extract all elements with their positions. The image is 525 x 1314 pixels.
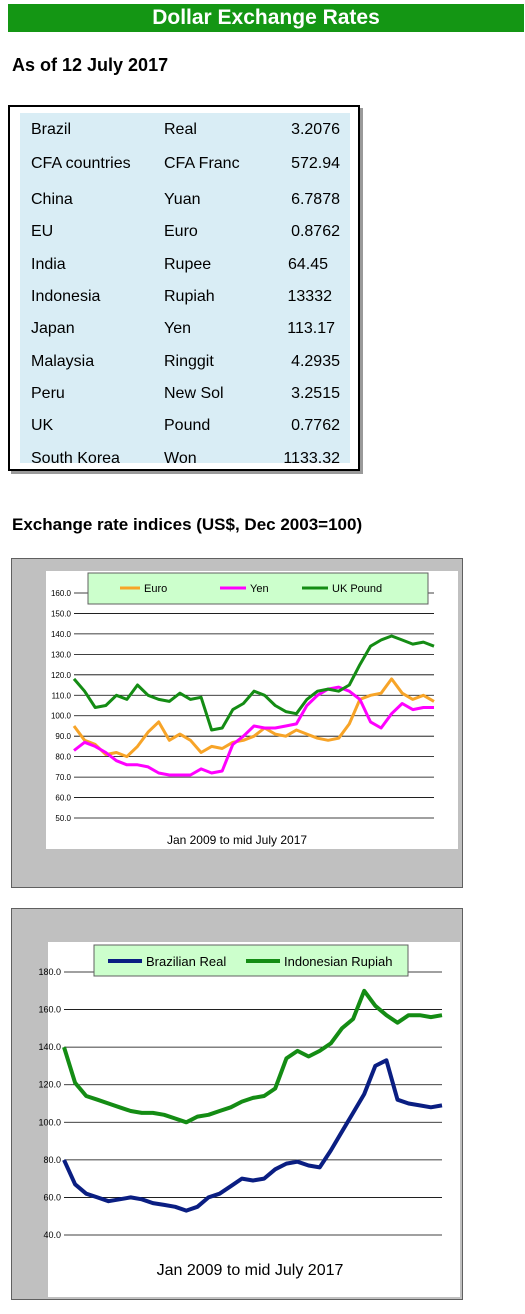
country-cell: Brazil: [31, 121, 72, 138]
country-cell: China: [31, 191, 73, 208]
y-tick-label: 140.0: [51, 630, 72, 639]
table-row: CFA countries CFA Franc 572.94: [20, 152, 350, 176]
legend-label: Indonesian Rupiah: [284, 954, 392, 969]
x-axis-label: Jan 2009 to mid July 2017: [157, 1262, 344, 1279]
table-row: EU Euro 0.8762: [20, 220, 350, 244]
y-tick-label: 150.0: [51, 609, 72, 618]
series-line-0: [62, 1058, 443, 1213]
y-tick-labels: 40.0 60.0 80.0 100.0 120.0 140.0 160.0 180.0: [38, 967, 61, 1240]
page-banner: Dollar Exchange Rates: [8, 4, 524, 32]
rate-cell: 64.45: [287, 256, 328, 273]
series-line-1: [73, 685, 434, 777]
currency-cell: Real: [164, 121, 197, 138]
chart-2-frame: 40.0 60.0 80.0 100.0 120.0 140.0 160.0 180.0 Br…: [11, 908, 463, 1300]
currency-cell: Ringgit: [164, 353, 214, 370]
series-line-0: [72, 677, 435, 759]
rate-cell: 13332: [287, 288, 333, 305]
currency-cell: Rupiah: [164, 288, 215, 305]
table-row: Japan Yen 113.17: [20, 317, 350, 341]
rate-cell: 1133.32: [283, 450, 340, 467]
table-row: Indonesia Rupiah 13332: [20, 285, 350, 309]
currency-cell: New Sol: [164, 385, 224, 402]
series-lines: [62, 988, 443, 1213]
country-cell: Malaysia: [31, 353, 95, 370]
rate-cell: 0.8762: [291, 223, 340, 240]
y-tick-label: 90.0: [55, 732, 71, 741]
y-tick-label: 180.0: [38, 967, 61, 977]
table-row: Malaysia Ringgit 4.2935: [20, 350, 350, 374]
chart-1-frame: 50.0 60.0 70.0 80.0 90.0 100.0 110.0 120.0 130.0…: [11, 558, 463, 888]
y-tick-label: 80.0: [55, 753, 71, 762]
date-line: As of 12 July 2017: [12, 55, 169, 75]
legend: Brazilian Real Indonesian Rupiah: [108, 954, 392, 969]
page-title: Dollar Exchange Rates: [152, 6, 380, 29]
country-cell: India: [31, 256, 66, 273]
country-cell: South Korea: [31, 450, 120, 467]
y-tick-label: 120.0: [38, 1080, 61, 1090]
rate-cell: 0.7762: [291, 417, 340, 434]
country-cell: Peru: [31, 385, 65, 402]
rate-cell: 4.2935: [291, 353, 340, 370]
currency-cell: Yen: [164, 320, 191, 337]
country-cell: Japan: [31, 320, 75, 337]
plot-area: [48, 942, 460, 1297]
chart-2-svg: 40.0 60.0 80.0 100.0 120.0 140.0 160.0 180.0 Br…: [38, 942, 460, 1297]
y-tick-label: 60.0: [43, 1192, 61, 1202]
legend: Euro Yen UK Pound: [120, 583, 382, 595]
country-cell: CFA countries: [31, 155, 131, 172]
y-tick-labels: 50.0 60.0 70.0 80.0 90.0 100.0 110.0 120.0 130.0…: [51, 589, 72, 823]
y-tick-label: 140.0: [38, 1042, 61, 1052]
rate-cell: 3.2076: [291, 121, 340, 138]
legend-label: Euro: [144, 583, 167, 595]
series-line-1: [62, 988, 443, 1125]
currency-cell: CFA Franc: [164, 155, 240, 172]
table-row: Peru New Sol 3.2515: [20, 382, 350, 406]
legend-box: [87, 572, 429, 605]
y-tick-label: 100.0: [38, 1117, 61, 1127]
y-tick-label: 130.0: [51, 650, 72, 659]
currency-cell: Won: [164, 450, 197, 467]
currency-cell: Rupee: [164, 256, 212, 273]
grid-lines: [74, 592, 434, 819]
rate-cell: 3.2515: [291, 385, 340, 402]
legend-label: Yen: [250, 583, 269, 595]
table-row: UK Pound 0.7762: [20, 414, 350, 438]
legend-label: UK Pound: [332, 583, 382, 595]
y-tick-label: 60.0: [55, 794, 71, 803]
y-tick-label: 160.0: [51, 589, 72, 598]
country-cell: EU: [31, 223, 54, 240]
rates-table-body: Brazil Real 3.2076 CFA countries CFA Fra…: [20, 113, 350, 467]
chart-1-svg: 50.0 60.0 70.0 80.0 90.0 100.0 110.0 120.0 130.0…: [46, 571, 458, 849]
currency-cell: Pound: [164, 417, 211, 434]
y-tick-label: 80.0: [43, 1155, 61, 1165]
rates-table: Brazil Real 3.2076 CFA countries CFA Fra…: [8, 105, 360, 471]
y-tick-label: 70.0: [55, 773, 71, 782]
currency-cell: Yuan: [164, 191, 201, 208]
rate-cell: 113.17: [287, 320, 335, 337]
rate-cell: 572.94: [291, 155, 340, 172]
legend-label: Brazilian Real: [146, 954, 226, 969]
plot-area: [46, 571, 458, 849]
table-row: India Rupee 64.45: [20, 253, 350, 277]
y-tick-label: 120.0: [51, 671, 72, 680]
y-tick-label: 50.0: [55, 814, 71, 823]
y-tick-label: 110.0: [52, 691, 72, 700]
series-lines: [72, 634, 435, 777]
table-row: China Yuan 6.7878: [20, 188, 350, 212]
table-row: South Korea Won 1133.32: [20, 447, 350, 471]
y-tick-label: 40.0: [43, 1230, 61, 1240]
country-cell: UK: [31, 417, 54, 434]
y-tick-label: 100.0: [51, 712, 72, 721]
currency-cell: Euro: [164, 223, 198, 240]
x-axis-label: Jan 2009 to mid July 2017: [167, 833, 307, 847]
country-cell: Indonesia: [31, 288, 101, 305]
series-line-2: [72, 634, 435, 732]
rate-cell: 6.7878: [291, 191, 340, 208]
y-tick-label: 160.0: [38, 1005, 61, 1015]
table-row: Brazil Real 3.2076: [20, 118, 350, 142]
indices-section-title: Exchange rate indices (US$, Dec 2003=100…: [12, 515, 363, 534]
